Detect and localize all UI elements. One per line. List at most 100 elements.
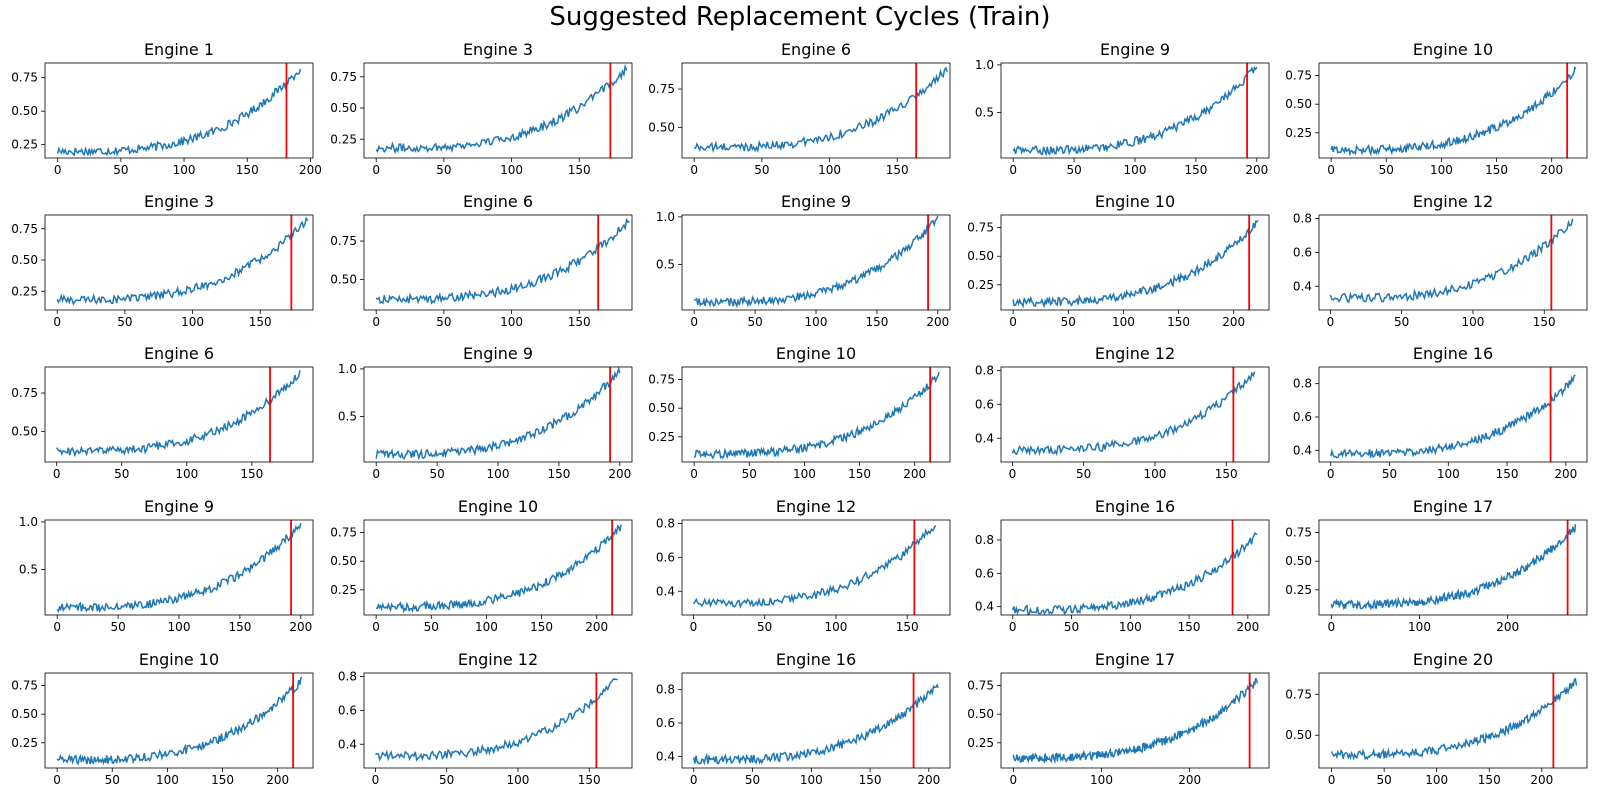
- figure-title: Suggested Replacement Cycles (Train): [549, 2, 1051, 32]
- subplot-title: Engine 9: [144, 497, 214, 516]
- x-tick-label: 100: [800, 773, 823, 787]
- degradation-line: [694, 66, 949, 154]
- x-tick-label: 200: [1178, 773, 1201, 787]
- subplot: Engine 10 0 50 100 150 200 0.25 0.50 0.75: [1285, 40, 1588, 177]
- subplot-title: Engine 12: [776, 497, 856, 516]
- y-tick-label: 0.6: [338, 703, 357, 717]
- y-tick-label: 1.0: [19, 515, 38, 529]
- x-tick-label: 100: [487, 467, 510, 481]
- x-tick-label: 100: [1144, 467, 1167, 481]
- subplot-title: Engine 3: [463, 40, 533, 59]
- x-tick-label: 0: [372, 315, 380, 329]
- y-tick-label: 0.5: [975, 105, 994, 119]
- y-tick-label: 0.75: [1285, 687, 1312, 701]
- axes-frame: [681, 214, 951, 311]
- subplot: Engine 16 0 50 100 150 200 0.4 0.6 0.8: [1293, 344, 1588, 481]
- x-tick-label: 200: [585, 620, 608, 634]
- y-tick-label: 0.75: [967, 679, 994, 693]
- y-tick-label: 0.50: [1285, 554, 1312, 568]
- axes-frame: [681, 366, 951, 463]
- y-tick-label: 1.0: [656, 210, 675, 224]
- y-tick-label: 0.5: [19, 562, 38, 576]
- axes-frame: [44, 519, 314, 616]
- y-tick-label: 0.25: [11, 138, 38, 152]
- subplot: Engine 6 0 50 100 150 0.50 0.75: [648, 40, 951, 177]
- y-tick-label: 0.8: [656, 683, 675, 697]
- degradation-line: [375, 365, 621, 461]
- x-tick-label: 50: [1064, 620, 1079, 634]
- x-tick-label: 0: [372, 163, 380, 177]
- axes-frame: [44, 214, 314, 311]
- y-tick-label: 0.75: [330, 234, 357, 248]
- x-tick-label: 150: [1167, 315, 1190, 329]
- x-tick-label: 100: [818, 163, 841, 177]
- x-tick-label: 100: [1408, 620, 1431, 634]
- degradation-line: [56, 369, 301, 458]
- x-tick-label: 150: [249, 315, 272, 329]
- x-tick-label: 200: [266, 773, 289, 787]
- axes-frame: [44, 366, 314, 463]
- x-tick-label: 150: [1215, 467, 1238, 481]
- y-tick-label: 0.4: [975, 431, 994, 445]
- x-tick-label: 100: [1430, 163, 1453, 177]
- y-tick-label: 0.75: [1285, 526, 1312, 540]
- subplot: Engine 6 0 50 100 150 0.50 0.75: [330, 192, 633, 329]
- x-tick-label: 0: [1328, 773, 1336, 787]
- x-tick-label: 100: [1437, 467, 1460, 481]
- x-tick-label: 50: [1377, 773, 1392, 787]
- subplot-title: Engine 10: [139, 650, 219, 669]
- x-tick-label: 50: [436, 315, 451, 329]
- y-tick-label: 0.75: [11, 71, 38, 85]
- axes-frame: [363, 214, 633, 311]
- subplot-title: Engine 12: [1095, 344, 1175, 363]
- x-tick-label: 0: [1009, 315, 1017, 329]
- x-tick-label: 150: [236, 163, 259, 177]
- y-tick-label: 0.50: [11, 104, 38, 118]
- x-tick-label: 0: [690, 467, 698, 481]
- subplot: Engine 3 0 50 100 150 0.25 0.50 0.75: [11, 192, 314, 329]
- x-tick-label: 150: [886, 163, 909, 177]
- x-tick-label: 100: [181, 315, 204, 329]
- x-tick-label: 50: [745, 773, 760, 787]
- degradation-line: [376, 524, 622, 614]
- y-tick-label: 0.8: [975, 533, 994, 547]
- x-tick-label: 0: [1327, 163, 1335, 177]
- x-tick-label: 0: [1009, 467, 1017, 481]
- subplot: Engine 12 0 50 100 150 0.4 0.6 0.8: [975, 344, 1270, 481]
- y-tick-label: 1.0: [338, 362, 357, 376]
- axes-frame: [1318, 214, 1588, 311]
- degradation-line: [56, 216, 309, 306]
- x-tick-label: 200: [903, 467, 926, 481]
- axes-frame: [1000, 519, 1270, 616]
- subplot-title: Engine 10: [1413, 40, 1493, 59]
- subplot: Engine 12 0 50 100 150 0.4 0.6 0.8: [338, 650, 633, 787]
- y-tick-label: 0.50: [1285, 97, 1312, 111]
- subplot-title: Engine 16: [776, 650, 856, 669]
- x-tick-label: 50: [439, 773, 454, 787]
- x-tick-label: 50: [1061, 315, 1076, 329]
- y-tick-label: 0.50: [330, 554, 357, 568]
- subplot-title: Engine 10: [458, 497, 538, 516]
- y-tick-label: 0.75: [330, 526, 357, 540]
- x-tick-label: 150: [547, 467, 570, 481]
- x-tick-label: 100: [173, 163, 196, 177]
- subplot-title: Engine 6: [144, 344, 214, 363]
- subplot-title: Engine 1: [144, 40, 214, 59]
- subplot: Engine 12 0 50 100 150 0.4 0.6 0.8: [1293, 192, 1588, 329]
- axes-frame: [1000, 672, 1270, 769]
- y-tick-label: 0.6: [1293, 245, 1312, 259]
- degradation-line: [56, 522, 302, 614]
- x-tick-label: 200: [289, 620, 312, 634]
- axes-frame: [681, 672, 951, 769]
- y-tick-label: 0.4: [1293, 443, 1312, 457]
- x-tick-label: 100: [825, 620, 848, 634]
- subplot: Engine 10 0 50 100 150 200 0.25 0.50 0.75: [330, 497, 633, 634]
- x-tick-label: 50: [757, 620, 772, 634]
- y-tick-label: 0.25: [11, 736, 38, 750]
- degradation-line: [56, 68, 302, 157]
- axes-frame: [363, 62, 633, 159]
- x-tick-label: 0: [690, 773, 698, 787]
- subplot-title: Engine 12: [1413, 192, 1493, 211]
- x-tick-label: 0: [690, 163, 698, 177]
